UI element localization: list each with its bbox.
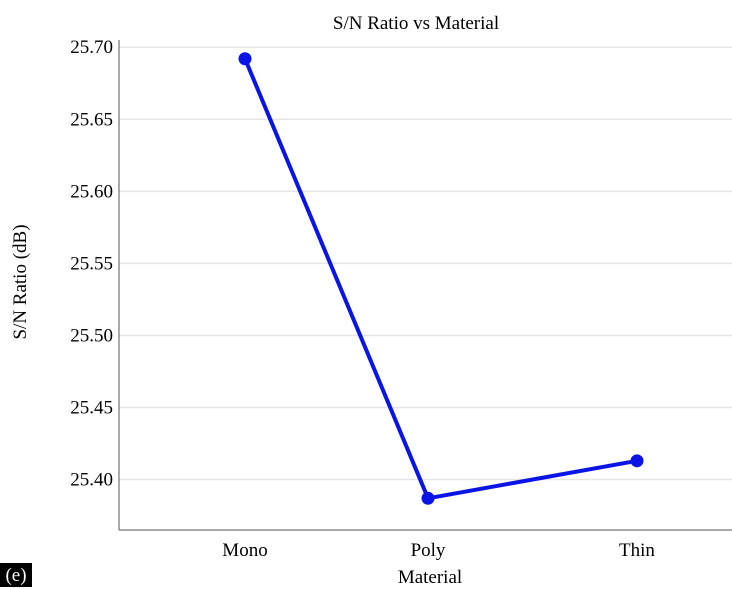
chart-title: S/N Ratio vs Material <box>333 13 499 34</box>
y-tick-label: 25.40 <box>70 470 113 491</box>
y-tick-label: 25.45 <box>70 398 113 419</box>
gridlines <box>119 46 732 481</box>
data-point <box>630 454 644 468</box>
y-tick-label: 25.60 <box>70 181 113 202</box>
data-point <box>238 52 252 66</box>
series-line <box>243 56 639 501</box>
y-tick-label: 25.50 <box>70 325 113 346</box>
x-tick-label: Poly <box>411 540 446 561</box>
panel-label: (e) <box>0 563 32 587</box>
y-tick-label: 25.65 <box>70 109 113 130</box>
y-axis-label: S/N Ratio (dB) <box>10 224 31 339</box>
y-tick-label: 25.55 <box>70 253 113 274</box>
x-tick-label: Thin <box>619 540 655 561</box>
x-tick-labels: Mono Poly Thin <box>222 540 655 561</box>
series-sn-ratio <box>238 52 644 505</box>
x-axis-label: Material <box>398 567 462 587</box>
data-point <box>421 491 435 505</box>
y-tick-labels: 25.40 25.45 25.50 25.55 25.60 25.65 25.70 <box>70 37 113 490</box>
y-tick-label: 25.70 <box>70 37 113 58</box>
x-tick-label: Mono <box>222 540 267 561</box>
